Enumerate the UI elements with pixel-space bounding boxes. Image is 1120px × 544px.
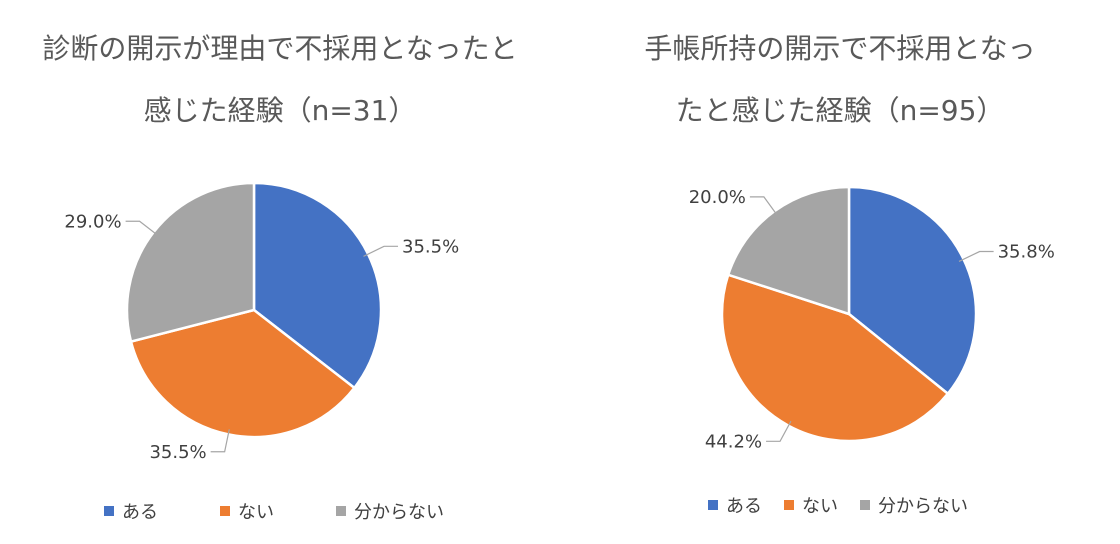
chart-title: 診断の開示が理由で不採用となったと 感じた経験（n=31） [42,32,518,127]
legend-label: ある [122,502,158,523]
data-label: 29.0% [64,211,121,232]
legend-label: ある [726,496,762,517]
legend-swatch-gray [860,500,870,510]
data-label: 20.0% [689,187,746,208]
leader-line [125,220,159,236]
data-label: 35.5% [402,236,459,257]
pie-plot: 35.8% 44.2% 20.0% [689,185,1055,452]
chart-title: 手帳所持の開示で不採用となっ たと感じた経験（n=95） [644,32,1036,127]
data-label: 44.2% [705,431,762,452]
legend-item-nai: ない [784,492,838,518]
legend-swatch-gray [336,506,346,516]
leader-line [766,420,792,442]
legend-label: 分からない [878,496,968,517]
legend-item-wakaranai: 分からない [860,492,968,518]
legend-swatch-blue [708,500,718,510]
legend-label: 分からない [354,502,444,523]
legend-label: ない [238,502,274,523]
legend-swatch-orange [784,500,794,510]
pie-plot: 35.5% 35.5% 29.0% [64,181,459,463]
legend-label: ない [802,496,838,517]
data-label: 35.5% [149,442,206,463]
pie-chart-diagnosis: 診断の開示が理由で不採用となったと 感じた経験（n=31） 35.5% 35.5%… [42,32,518,524]
leader-line [749,196,778,216]
legend-swatch-orange [220,506,230,516]
legend-item-aru: ある [708,492,762,518]
leader-line [210,429,230,453]
data-label: 35.8% [998,242,1055,263]
legend: ある ない 分からない [104,498,444,524]
leader-line [363,245,399,257]
legend-item-aru: ある [104,498,158,524]
legend: ある ない 分からない [708,492,968,518]
pie-chart-techo: 手帳所持の開示で不採用となっ たと感じた経験（n=95） 35.8% 44.2% 2… [560,0,1120,544]
legend-item-wakaranai: 分からない [336,498,444,524]
legend-item-nai: ない [220,498,274,524]
leader-line [958,250,994,262]
legend-swatch-blue [104,506,114,516]
